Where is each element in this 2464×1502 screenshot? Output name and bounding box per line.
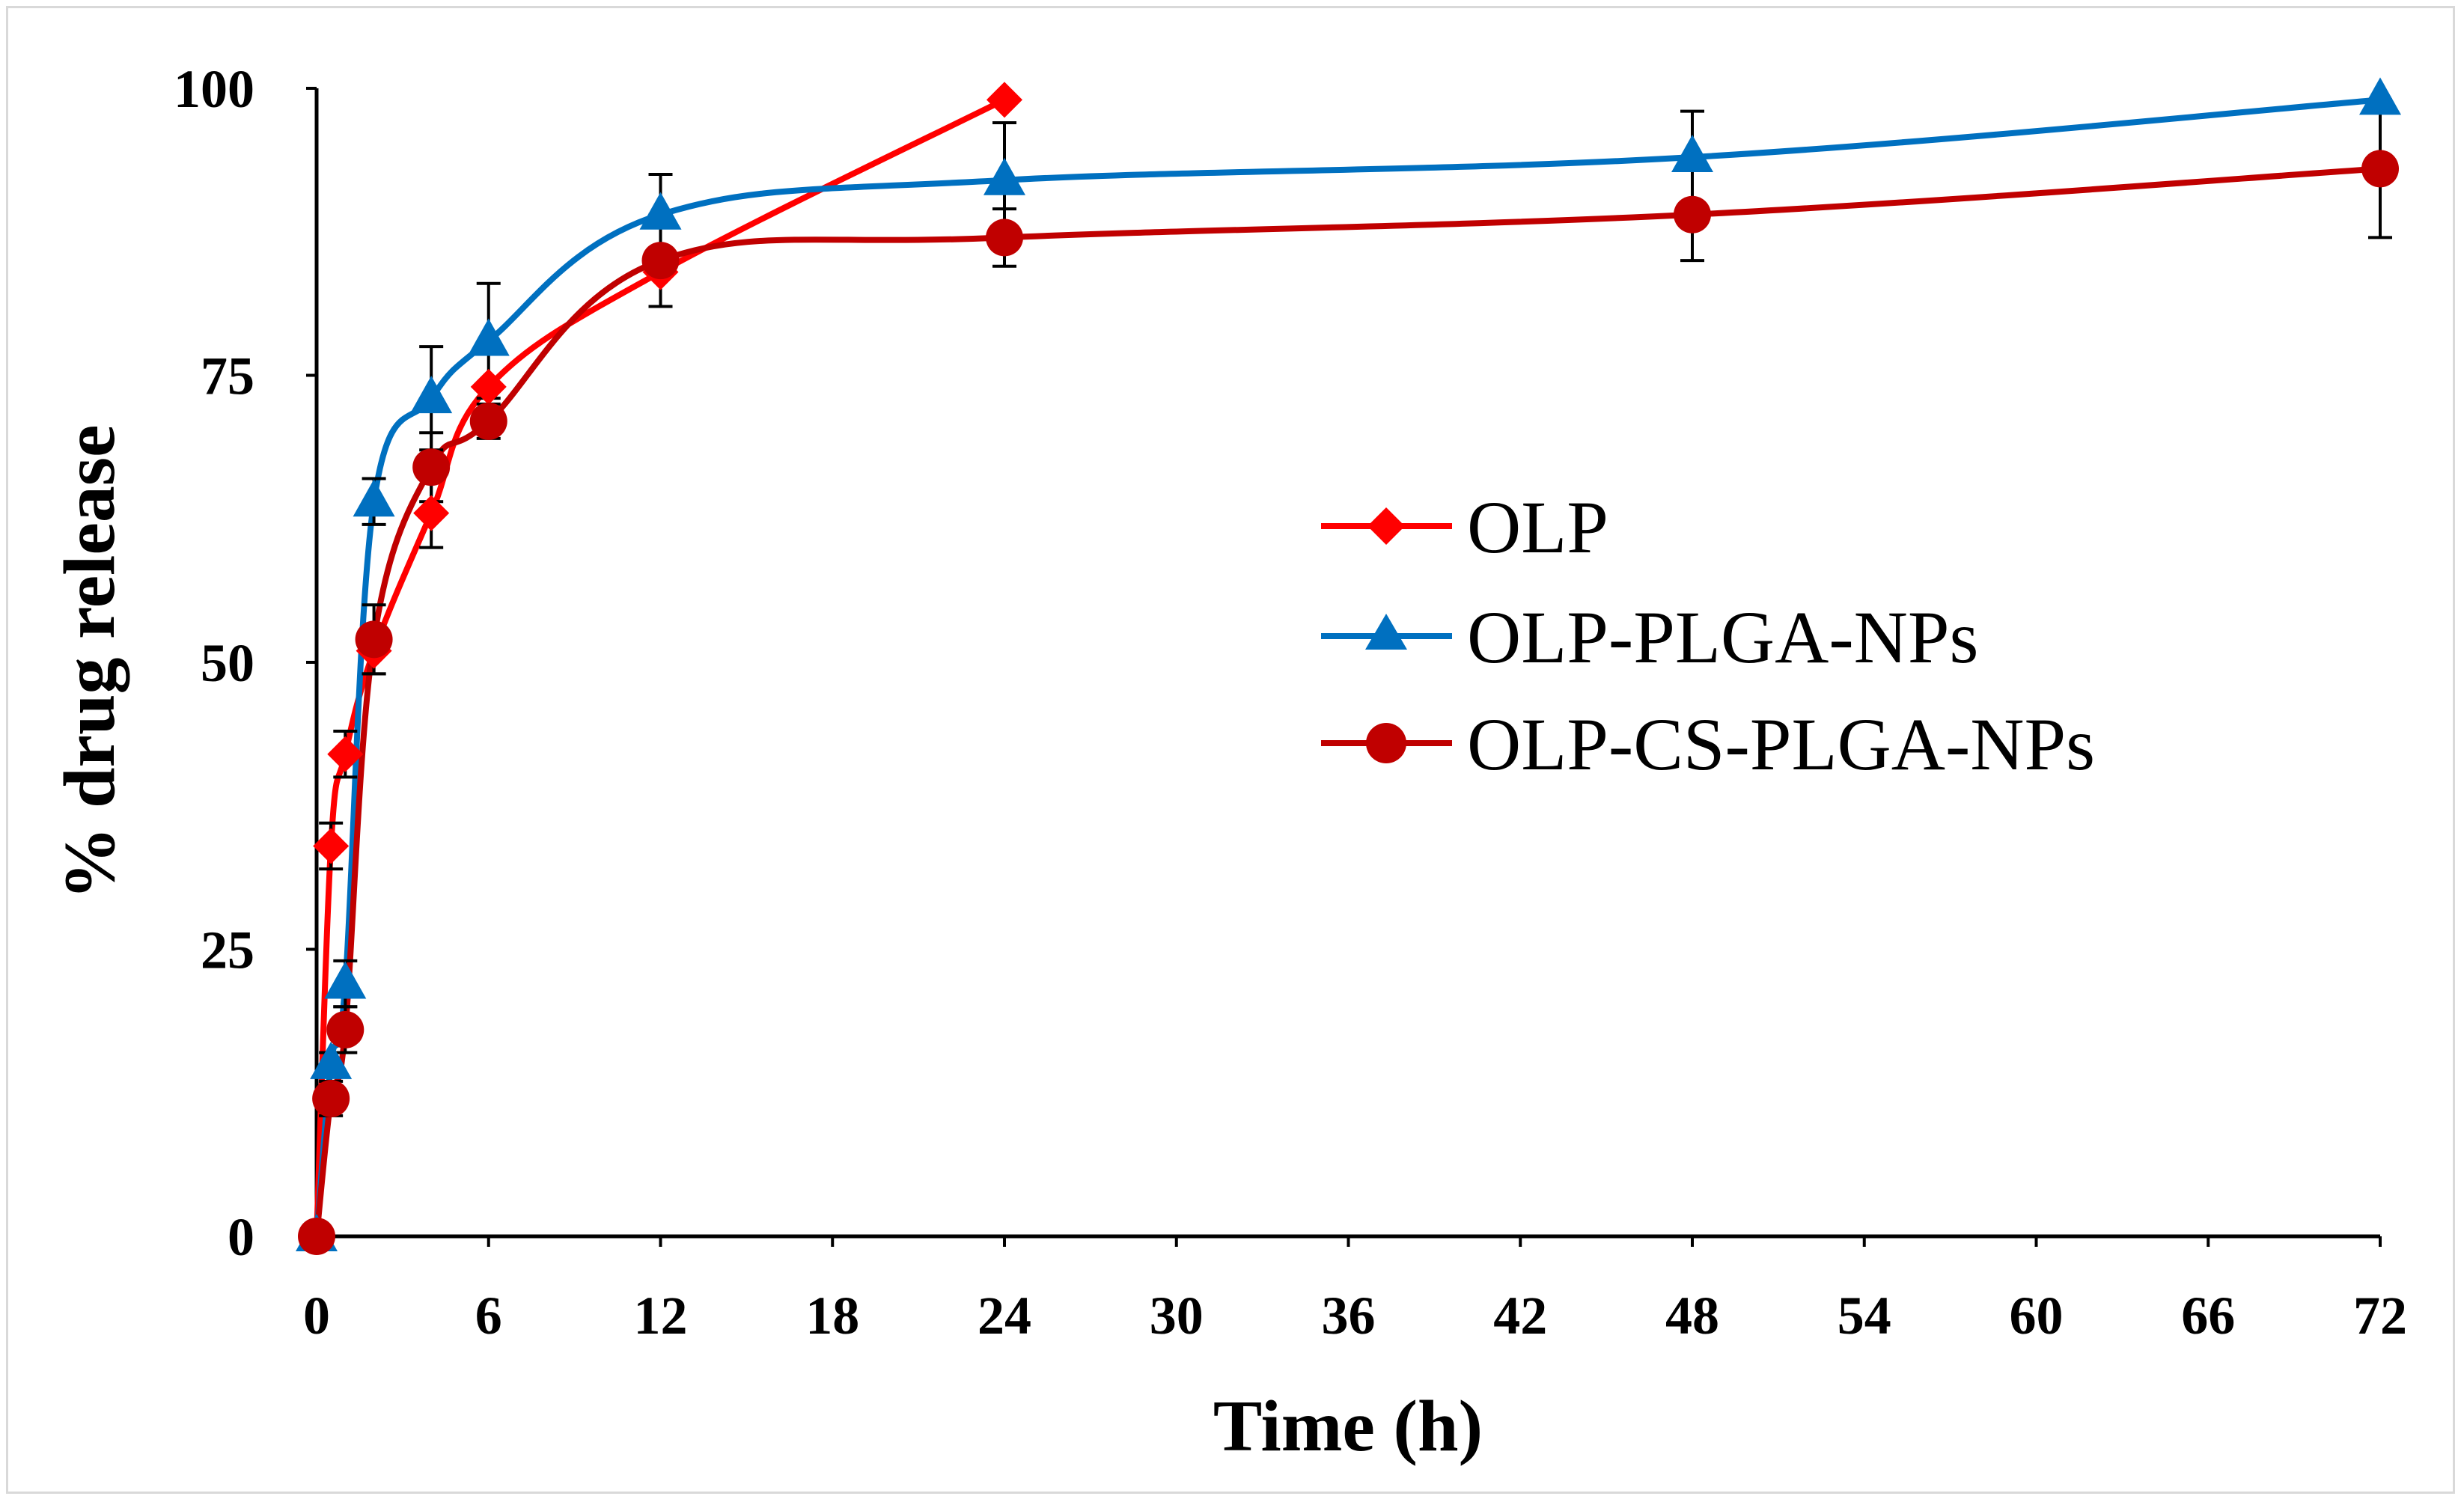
data-point-olp-plga-nps — [639, 192, 682, 230]
data-point-olp-cs-plga-nps — [2361, 150, 2399, 188]
data-point-olp-cs-plga-nps — [1674, 195, 1711, 233]
legend-label-olp-plga-nps: OLP-PLGA-NPs — [1467, 596, 1978, 679]
data-point-olp-plga-nps — [310, 1041, 353, 1079]
x-tick-label: 72 — [2353, 1286, 2407, 1346]
y-tick-label: 0 — [228, 1207, 254, 1267]
x-tick-label: 24 — [978, 1286, 1031, 1346]
data-point-olp-cs-plga-nps — [298, 1218, 335, 1255]
y-axis-title: % drug release — [49, 424, 130, 900]
legend-item-olp-plga-nps: OLP-PLGA-NPs — [1321, 596, 1978, 679]
data-point-olp-cs-plga-nps — [641, 242, 680, 280]
x-tick-label: 0 — [303, 1286, 330, 1346]
data-point-olp-plga-nps — [984, 157, 1025, 195]
legend-label-olp-cs-plga-nps: OLP-CS-PLGA-NPs — [1467, 703, 2095, 786]
y-tick-label: 50 — [201, 633, 254, 693]
legend-diamond-marker — [1367, 507, 1405, 545]
legend-item-olp-cs-plga-nps: OLP-CS-PLGA-NPs — [1321, 703, 2095, 786]
data-point-olp-cs-plga-nps — [312, 1079, 350, 1117]
y-tick-label: 100 — [174, 59, 254, 119]
data-point-olp-plga-nps — [410, 376, 453, 414]
x-axis-title: Time (h) — [1213, 1386, 1483, 1467]
x-tick-label: 6 — [475, 1286, 502, 1346]
legend: OLP OLP-PLGA-NPs OLP-CS-PLGA-NPs — [1321, 486, 2095, 786]
x-tick-label: 42 — [1493, 1286, 1547, 1346]
data-point-olp-plga-nps — [1671, 135, 1713, 173]
data-point-olp — [470, 368, 507, 405]
data-point-olp-plga-nps — [2359, 77, 2401, 115]
data-point-olp-plga-nps — [467, 318, 510, 356]
legend-triangle-marker — [1365, 614, 1407, 650]
legend-circle-marker — [1366, 723, 1406, 763]
x-tick-label: 54 — [1838, 1286, 1891, 1346]
data-point-olp-cs-plga-nps — [469, 402, 507, 440]
data-point-olp — [413, 495, 450, 531]
data-point-olp — [327, 736, 364, 772]
data-point-olp-cs-plga-nps — [355, 620, 393, 659]
data-point-olp-plga-nps — [324, 961, 367, 999]
y-tick-label: 75 — [201, 347, 254, 406]
legend-item-olp: OLP — [1321, 486, 1608, 569]
x-tick-label: 48 — [1665, 1286, 1719, 1346]
x-tick-label: 36 — [1322, 1286, 1376, 1346]
data-point-olp-cs-plga-nps — [986, 219, 1023, 257]
series-line-olp-plga-nps — [314, 97, 2383, 1239]
y-tick-label: 25 — [201, 921, 254, 980]
legend-label-olp: OLP — [1467, 486, 1608, 569]
x-tick-label: 30 — [1150, 1286, 1204, 1346]
x-tick-label: 12 — [634, 1286, 688, 1346]
data-point-olp-plga-nps — [353, 479, 395, 517]
x-tick-label: 18 — [805, 1286, 859, 1346]
data-point-olp-cs-plga-nps — [412, 448, 451, 486]
data-point-olp — [313, 828, 350, 864]
data-point-olp — [986, 82, 1022, 118]
data-point-olp-cs-plga-nps — [326, 1010, 365, 1048]
chart-frame — [6, 6, 2455, 1494]
x-tick-label: 60 — [2010, 1286, 2064, 1346]
x-tick-label: 66 — [2181, 1286, 2235, 1346]
